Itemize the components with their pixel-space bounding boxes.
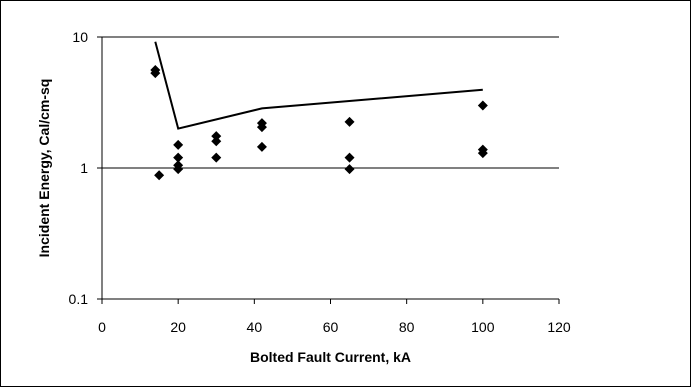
x-tick-label: 80 — [399, 319, 415, 335]
data-point — [256, 141, 267, 152]
x-tick-label: 20 — [170, 319, 186, 335]
x-tick-label: 0 — [98, 319, 106, 335]
data-point — [344, 116, 355, 127]
data-point — [477, 148, 488, 159]
y-tick-label: 10 — [72, 29, 88, 45]
data-point — [173, 164, 184, 175]
y-tick-label: 0.1 — [69, 291, 89, 307]
data-point — [256, 122, 267, 133]
y-axis-title: Incident Energy, Cal/cm-sq — [36, 79, 52, 258]
x-tick-label: 100 — [471, 319, 495, 335]
x-axis-ticks: 0 20 40 60 80 100 120 — [98, 299, 571, 335]
data-point — [211, 131, 222, 142]
data-point — [154, 170, 165, 181]
data-point — [211, 152, 222, 163]
data-point — [173, 139, 184, 150]
y-tick-label: 1 — [80, 160, 88, 176]
data-point — [150, 68, 161, 79]
x-tick-label: 40 — [247, 319, 263, 335]
scatter-series — [150, 64, 488, 181]
y-axis-ticks: 0.1 1 10 — [69, 29, 102, 307]
threshold-line — [154, 41, 483, 130]
data-point — [173, 152, 184, 163]
x-tick-label: 120 — [547, 319, 571, 335]
data-point — [344, 152, 355, 163]
x-tick-label: 60 — [323, 319, 339, 335]
data-point — [477, 100, 488, 111]
data-point — [211, 136, 222, 147]
line-series — [154, 41, 483, 130]
x-axis-title: Bolted Fault Current, kA — [250, 349, 411, 365]
data-point — [344, 164, 355, 175]
